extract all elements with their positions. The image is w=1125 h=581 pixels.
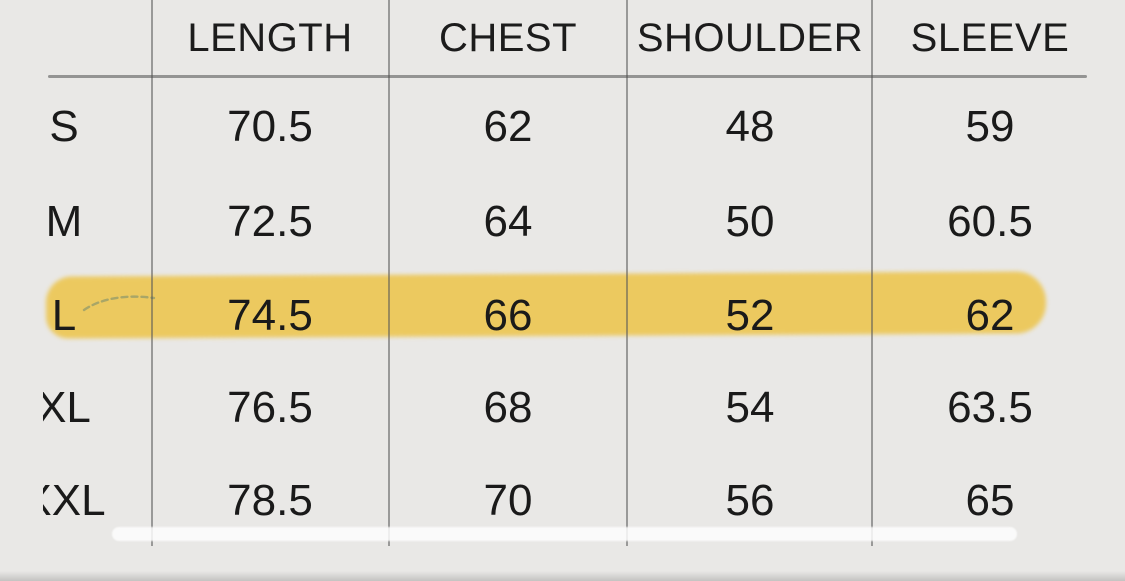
value-cell-chest: 62: [483, 102, 533, 151]
size-label: M: [45, 197, 83, 246]
header-underline: [48, 75, 1087, 78]
size-label-cell: S: [43, 80, 153, 174]
value-cell-sleeve: 60.5: [947, 197, 1033, 246]
value-cell-length: 74.5: [227, 291, 313, 340]
size-label: S: [49, 102, 79, 151]
table-row-s: S 70.5 62 48 59: [0, 80, 1125, 174]
value-cell-chest: 66: [483, 291, 533, 340]
value-cell-sleeve: 63.5: [947, 383, 1033, 432]
table-row-l-highlighted: L 74.5 66 52 62: [0, 269, 1125, 363]
table-row-xl: XL 76.5 68 54 63.5: [0, 361, 1125, 455]
value-cell-length: 72.5: [227, 197, 313, 246]
value-cell-length: 76.5: [227, 383, 313, 432]
white-marker-bar: [112, 527, 1017, 541]
column-rule-3: [626, 0, 628, 546]
value-cell-sleeve: 65: [965, 476, 1015, 525]
column-rule-2: [388, 0, 390, 546]
size-label: L: [51, 291, 77, 340]
value-cell-sleeve: 62: [965, 291, 1015, 340]
value-cell-shoulder: 48: [725, 102, 775, 151]
table-row-xxl: XXL 78.5 70 56 65: [0, 454, 1125, 548]
table-header-row: LENGTH CHEST SHOULDER SLEEVE: [0, 0, 1125, 76]
column-header-length: LENGTH: [187, 15, 353, 60]
value-cell-shoulder: 50: [725, 197, 775, 246]
column-rule-4: [871, 0, 873, 546]
value-cell-shoulder: 52: [725, 291, 775, 340]
size-label-cell: XL: [43, 361, 153, 455]
size-label: XL: [43, 383, 91, 432]
size-label-cell: L: [43, 269, 153, 363]
pen-squiggle-mark: [82, 295, 156, 312]
table-row-m: M 72.5 64 50 60.5: [0, 175, 1125, 269]
value-cell-sleeve: 59: [965, 102, 1015, 151]
value-cell-chest: 64: [483, 197, 533, 246]
column-header-shoulder: SHOULDER: [636, 15, 864, 60]
value-cell-chest: 70: [483, 476, 533, 525]
value-cell-shoulder: 56: [725, 476, 775, 525]
value-cell-length: 78.5: [227, 476, 313, 525]
value-cell-shoulder: 54: [725, 383, 775, 432]
column-header-chest: CHEST: [438, 15, 578, 60]
value-cell-length: 70.5: [227, 102, 313, 151]
column-rule-1: [151, 0, 153, 546]
size-label: XXL: [43, 476, 106, 525]
column-header-sleeve: SLEEVE: [910, 15, 1070, 60]
value-cell-chest: 68: [483, 383, 533, 432]
size-label-cell: M: [43, 175, 153, 269]
screenshot-bottom-edge: [0, 571, 1125, 581]
size-label-cell: XXL: [43, 454, 153, 548]
